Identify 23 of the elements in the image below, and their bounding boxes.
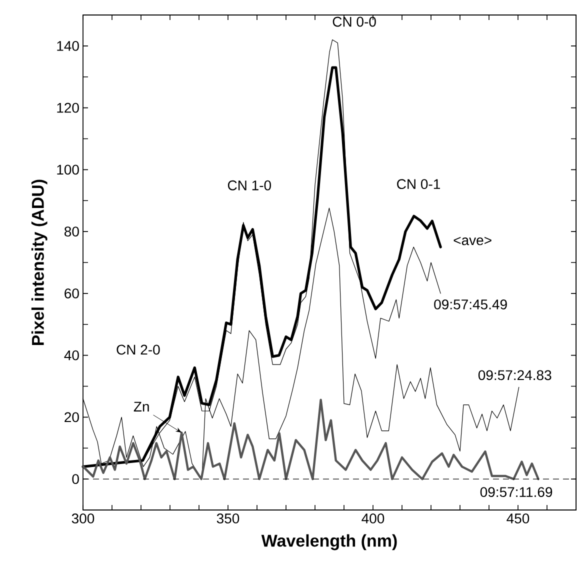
annotation: CN 1-0 [228,180,272,190]
y-tick-label: 100 [57,164,79,175]
annotation: CN 0-0 [332,16,376,27]
annotation: CN 0-1 [397,179,440,190]
x-tick-label: 450 [506,514,530,524]
x-tick-label: 350 [216,514,240,524]
y-axis-title: Pixel intensity (ADU) [31,180,48,345]
x-tick-label: 400 [362,514,384,524]
y-tick-label: 20 [64,412,79,422]
y-tick-label: 120 [57,102,79,113]
series-label: 09:57:24.83 [478,370,552,380]
y-tick-label: 80 [64,226,79,237]
x-axis-title: Wavelength (nm) [261,534,397,550]
series-label: 09:57:45.49 [434,299,507,310]
annotation: CN 2-0 [116,344,160,355]
y-tick-label: 60 [64,288,79,298]
series-label: 09:57:11.69 [480,487,552,498]
annotation: Zn [134,402,149,412]
y-tick-label: 40 [64,350,79,360]
y-tick-label: 140 [57,40,79,51]
y-tick-label: 0 [72,474,79,484]
series-label: <ave> [454,236,492,246]
x-tick-label: 300 [72,514,94,524]
